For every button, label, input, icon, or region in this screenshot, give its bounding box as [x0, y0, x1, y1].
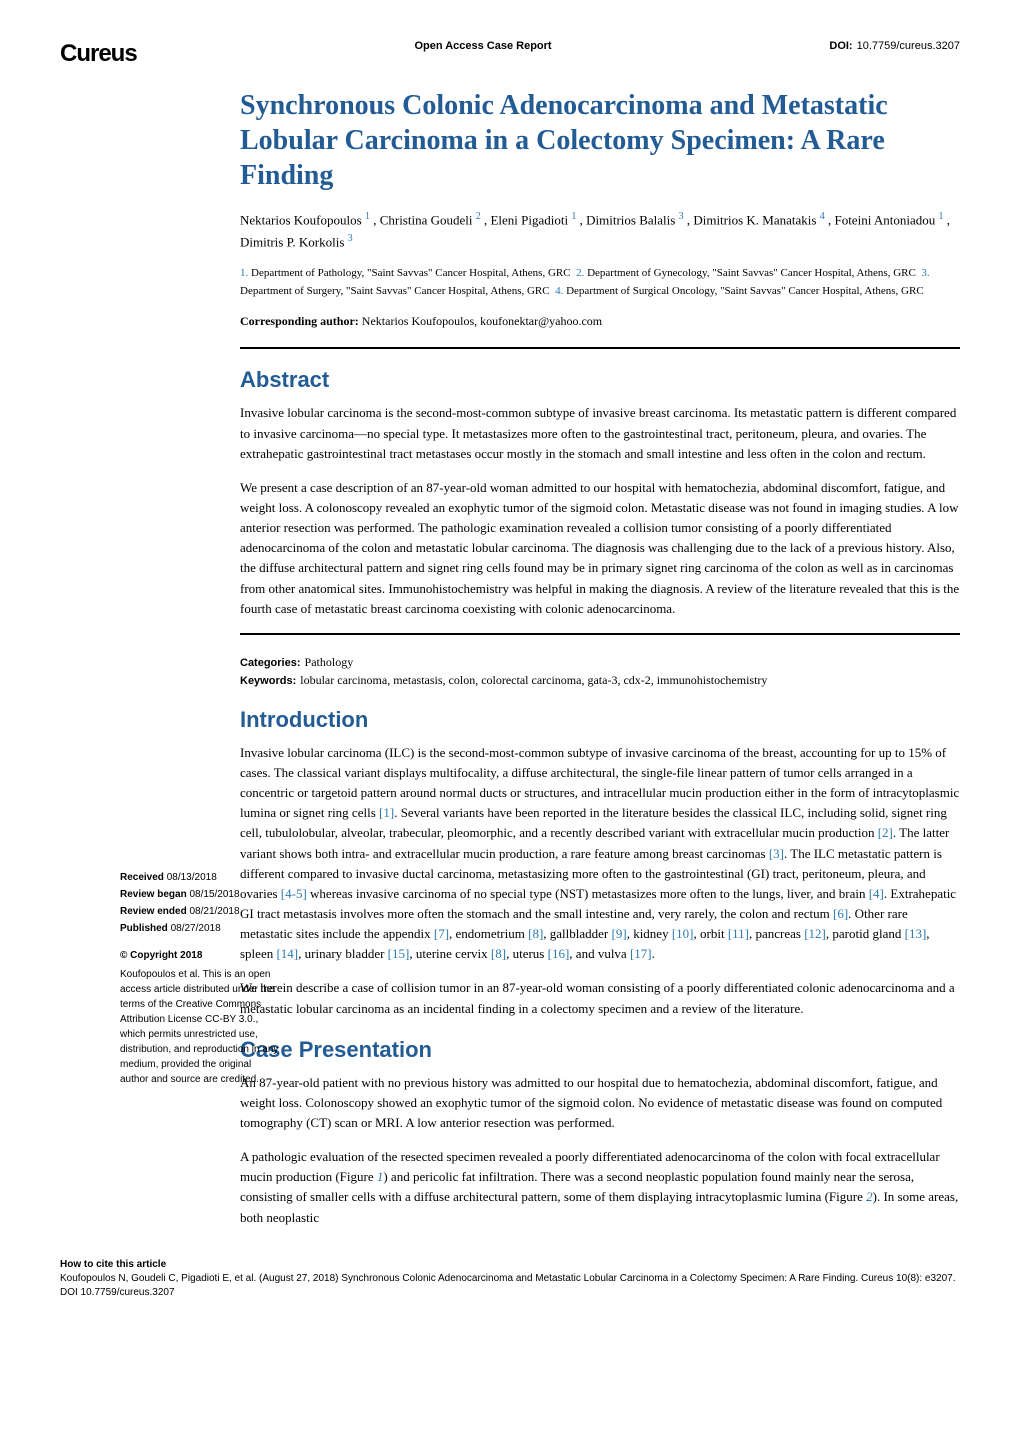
page: Cureus Open Access Case Report DOI: 10.77… — [60, 40, 960, 1300]
text-run: , endometrium — [449, 926, 528, 941]
doi-value: 10.7759/cureus.3207 — [857, 40, 960, 52]
doi: DOI: 10.7759/cureus.3207 — [829, 40, 960, 52]
divider — [240, 347, 960, 349]
abstract-paragraph: Invasive lobular carcinoma is the second… — [240, 403, 960, 463]
copyright-body: Koufopoulos et al. This is an open acces… — [120, 967, 280, 1087]
review-began-date: 08/15/2018 — [189, 889, 239, 900]
author-aff-sup: 3 — [679, 211, 684, 222]
cite-text: Koufopoulos N, Goudeli C, Pigadioti E, e… — [60, 1273, 956, 1298]
received-label: Received — [120, 872, 164, 883]
reference-link[interactable]: [4] — [869, 886, 884, 901]
reference-link[interactable]: [8] — [528, 926, 543, 941]
abstract-heading: Abstract — [240, 367, 960, 393]
reference-link[interactable]: [13] — [905, 926, 927, 941]
author: Dimitrios K. Manatakis — [693, 212, 816, 227]
reference-link[interactable]: [8] — [491, 946, 506, 961]
text-run: , urinary bladder — [298, 946, 388, 961]
reference-link[interactable]: [6] — [833, 906, 848, 921]
cite-label: How to cite this article — [60, 1259, 166, 1270]
affiliation-number: 2. — [576, 267, 584, 279]
author: Dimitrios Balalis — [586, 212, 675, 227]
categories-row: Categories: Pathology — [240, 653, 960, 671]
text-run: whereas invasive carcinoma of no special… — [307, 886, 869, 901]
corresponding-author: Corresponding author: Nektarios Koufopou… — [240, 314, 960, 329]
journal-logo: Cureus — [60, 40, 137, 68]
categories-value: Pathology — [305, 655, 354, 669]
abstract-paragraph: We present a case description of an 87-y… — [240, 478, 960, 619]
case-paragraph: An 87-year-old patient with no previous … — [240, 1073, 960, 1133]
article-title: Synchronous Colonic Adenocarcinoma and M… — [240, 88, 960, 193]
text-run: , orbit — [694, 926, 728, 941]
text-run: , uterine cervix — [409, 946, 491, 961]
reference-link[interactable]: [12] — [804, 926, 826, 941]
affiliation-number: 3. — [921, 267, 929, 279]
affiliation-number: 4. — [555, 285, 563, 297]
corresponding-value: Nektarios Koufopoulos, koufonektar@yahoo… — [362, 314, 602, 328]
text-run: , pancreas — [749, 926, 804, 941]
text-run: , uterus — [506, 946, 548, 961]
author-aff-sup: 1 — [938, 211, 943, 222]
author-aff-sup: 3 — [348, 233, 353, 244]
reference-link[interactable]: [16] — [548, 946, 570, 961]
affiliation-text: Department of Gynecology, "Saint Savvas"… — [587, 267, 916, 279]
text-run: , and vulva — [569, 946, 630, 961]
received-date: 08/13/2018 — [167, 872, 217, 883]
affiliation-number: 1. — [240, 267, 248, 279]
affiliation-text: Department of Pathology, "Saint Savvas" … — [251, 267, 571, 279]
divider — [240, 633, 960, 635]
reference-link[interactable]: [15] — [388, 946, 410, 961]
author-aff-sup: 4 — [820, 211, 825, 222]
page-footer: How to cite this article Koufopoulos N, … — [60, 1258, 960, 1300]
author: Christina Goudeli — [380, 212, 473, 227]
corresponding-label: Corresponding author: — [240, 314, 359, 328]
reference-link[interactable]: [2] — [878, 825, 893, 840]
keywords-label: Keywords: — [240, 675, 296, 687]
affiliations-list: 1. Department of Pathology, "Saint Savva… — [240, 265, 960, 300]
main-content: Synchronous Colonic Adenocarcinoma and M… — [240, 88, 960, 1228]
case-presentation-heading: Case Presentation — [240, 1037, 960, 1063]
published-label: Published — [120, 923, 168, 934]
reference-link[interactable]: [1] — [379, 805, 394, 820]
case-paragraph: A pathologic evaluation of the resected … — [240, 1147, 960, 1228]
author-aff-sup: 2 — [476, 211, 481, 222]
sidebar-meta: Received 08/13/2018 Review began 08/15/2… — [120, 870, 280, 1087]
text-run: . — [652, 946, 655, 961]
review-began-label: Review began — [120, 889, 187, 900]
keywords-value: lobular carcinoma, metastasis, colon, co… — [300, 673, 767, 687]
introduction-heading: Introduction — [240, 707, 960, 733]
author-aff-sup: 1 — [571, 211, 576, 222]
text-run: , kidney — [627, 926, 672, 941]
author: Dimitris P. Korkolis — [240, 234, 344, 249]
authors-list: Nektarios Koufopoulos 1 , Christina Goud… — [240, 209, 960, 253]
copyright-heading: © Copyright 2018 — [120, 948, 280, 963]
introduction-paragraph: Invasive lobular carcinoma (ILC) is the … — [240, 743, 960, 965]
article-type: Open Access Case Report — [414, 40, 551, 52]
reference-link[interactable]: [11] — [728, 926, 749, 941]
review-ended-date: 08/21/2018 — [189, 906, 239, 917]
reference-link[interactable]: [7] — [434, 926, 449, 941]
published-date: 08/27/2018 — [171, 923, 221, 934]
page-header: Cureus Open Access Case Report DOI: 10.77… — [60, 40, 960, 68]
doi-label: DOI: — [829, 40, 852, 52]
reference-link[interactable]: [3] — [769, 846, 784, 861]
keywords-row: Keywords: lobular carcinoma, metastasis,… — [240, 671, 960, 689]
reference-link[interactable]: [9] — [612, 926, 627, 941]
review-ended-label: Review ended — [120, 906, 187, 917]
publication-dates: Received 08/13/2018 Review began 08/15/2… — [120, 870, 280, 936]
introduction-paragraph: We herein describe a case of collision t… — [240, 978, 960, 1018]
text-run: , gallbladder — [543, 926, 611, 941]
text-run: , parotid gland — [826, 926, 905, 941]
reference-link[interactable]: [17] — [630, 946, 652, 961]
author: Eleni Pigadioti — [490, 212, 568, 227]
affiliation-text: Department of Surgical Oncology, "Saint … — [566, 285, 924, 297]
categories-label: Categories: — [240, 657, 301, 669]
author: Foteini Antoniadou — [834, 212, 935, 227]
affiliation-text: Department of Surgery, "Saint Savvas" Ca… — [240, 285, 550, 297]
author: Nektarios Koufopoulos — [240, 212, 362, 227]
author-aff-sup: 1 — [365, 211, 370, 222]
reference-link[interactable]: [4-5] — [281, 886, 307, 901]
reference-link[interactable]: [10] — [672, 926, 694, 941]
